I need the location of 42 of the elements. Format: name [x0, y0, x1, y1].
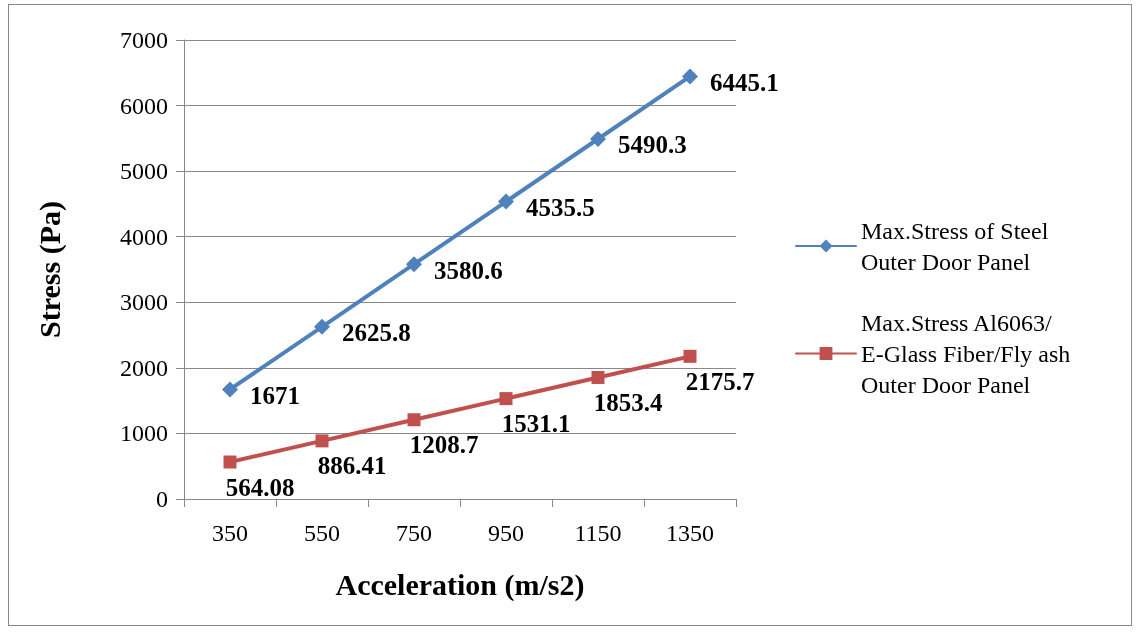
legend-label: Max.Stress of Steel Outer Door Panel — [861, 217, 1055, 275]
x-tick-label: 550 — [304, 520, 340, 546]
x-tick-label: 750 — [396, 520, 432, 546]
point — [499, 392, 513, 406]
point — [590, 130, 606, 147]
y-tick-label: 3000 — [120, 289, 168, 316]
data-label: 886.41 — [317, 452, 387, 480]
y-tick-label: 0 — [156, 486, 168, 512]
point — [406, 256, 422, 273]
point — [591, 370, 605, 384]
legend-label: Max.Stress Al6063/E-Glass Fiber/Fly ash Outer Door Panel — [861, 309, 1077, 398]
x-tick-label: 950 — [488, 520, 524, 546]
x-tick-label: 350 — [212, 520, 248, 546]
y-tick-label: 4000 — [120, 223, 168, 250]
x-axis-title: Acceleration (m/s2) — [335, 567, 585, 602]
data-label: 1671 — [250, 381, 300, 409]
data-label: 1208.7 — [409, 431, 479, 459]
point — [407, 413, 421, 427]
y-tick-label: 5000 — [120, 158, 168, 185]
y-tick-label: 1000 — [120, 420, 168, 447]
y-axis-title: Stress (Pa) — [32, 201, 67, 338]
point — [314, 318, 330, 335]
data-label: 2175.7 — [685, 367, 755, 395]
data-label: 564.08 — [225, 473, 295, 501]
data-label: 4535.5 — [526, 194, 595, 222]
point — [498, 193, 514, 210]
x-tick-label: 1150 — [574, 520, 622, 546]
y-tick-label: 7000 — [120, 27, 168, 53]
data-label: 3580.6 — [434, 256, 503, 284]
point — [223, 455, 237, 469]
x-tick-label: 1350 — [666, 520, 714, 546]
y-tick-label: 6000 — [120, 92, 168, 119]
point — [222, 381, 238, 398]
data-label: 1853.4 — [593, 388, 663, 416]
y-tick-label: 2000 — [120, 354, 168, 381]
data-label: 1531.1 — [501, 410, 571, 438]
point — [682, 68, 698, 85]
point — [683, 349, 697, 363]
data-label: 6445.1 — [710, 68, 779, 96]
point — [315, 434, 329, 448]
data-label: 2625.8 — [342, 319, 411, 347]
data-label: 5490.3 — [618, 131, 687, 159]
